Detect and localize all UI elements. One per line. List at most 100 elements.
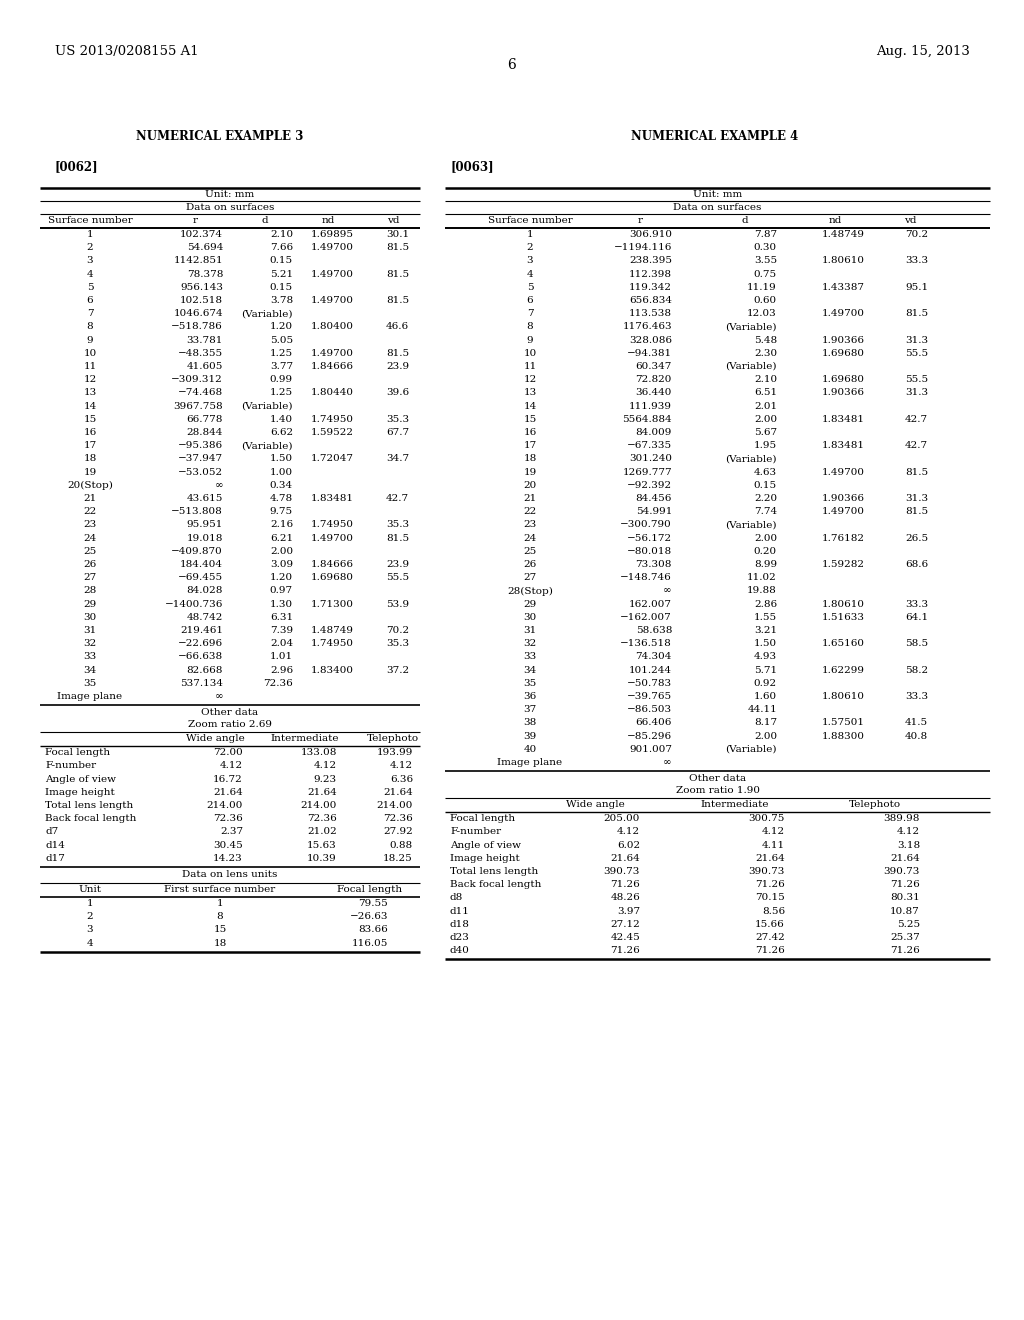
Text: Focal length: Focal length [450,814,515,824]
Text: 2: 2 [526,243,534,252]
Text: 19.88: 19.88 [748,586,777,595]
Text: 5.05: 5.05 [270,335,293,345]
Text: Image height: Image height [450,854,520,863]
Text: 2: 2 [87,243,93,252]
Text: 31: 31 [83,626,96,635]
Text: 8.56: 8.56 [762,907,785,916]
Text: 82.668: 82.668 [186,665,223,675]
Text: 30: 30 [83,612,96,622]
Text: 1176.463: 1176.463 [623,322,672,331]
Text: 184.404: 184.404 [180,560,223,569]
Text: 2.16: 2.16 [270,520,293,529]
Text: 5.21: 5.21 [270,269,293,279]
Text: Surface number: Surface number [48,216,132,224]
Text: 1.30: 1.30 [270,599,293,609]
Text: 1.55: 1.55 [754,612,777,622]
Text: 42.7: 42.7 [905,441,928,450]
Text: 11: 11 [523,362,537,371]
Text: 72.36: 72.36 [213,814,243,824]
Text: Telephoto: Telephoto [849,800,901,809]
Text: 71.26: 71.26 [756,946,785,956]
Text: 3.78: 3.78 [270,296,293,305]
Text: 1.49700: 1.49700 [311,533,354,543]
Text: (Variable): (Variable) [725,322,777,331]
Text: [0062]: [0062] [55,160,98,173]
Text: 72.36: 72.36 [383,814,413,824]
Text: Angle of view: Angle of view [45,775,116,784]
Text: vd: vd [387,216,399,224]
Text: Focal length: Focal length [338,884,402,894]
Text: 81.5: 81.5 [905,309,928,318]
Text: 1.83481: 1.83481 [822,414,865,424]
Text: 1.49700: 1.49700 [822,309,865,318]
Text: −80.018: −80.018 [627,546,672,556]
Text: 102.374: 102.374 [180,230,223,239]
Text: 72.36: 72.36 [307,814,337,824]
Text: −409.870: −409.870 [171,546,223,556]
Text: 84.028: 84.028 [186,586,223,595]
Text: 6: 6 [526,296,534,305]
Text: 6.36: 6.36 [390,775,413,784]
Text: 6.21: 6.21 [270,533,293,543]
Text: 33.3: 33.3 [905,692,928,701]
Text: 34: 34 [83,665,96,675]
Text: d40: d40 [450,946,470,956]
Text: 15.63: 15.63 [307,841,337,850]
Text: 1.83400: 1.83400 [311,665,354,675]
Text: −1400.736: −1400.736 [165,599,223,609]
Text: −85.296: −85.296 [627,731,672,741]
Text: 58.5: 58.5 [905,639,928,648]
Text: 1.01: 1.01 [270,652,293,661]
Text: F-number: F-number [45,762,96,771]
Text: 72.36: 72.36 [263,678,293,688]
Text: 13: 13 [523,388,537,397]
Text: 33.3: 33.3 [905,599,928,609]
Text: 0.20: 0.20 [754,546,777,556]
Text: 28(Stop): 28(Stop) [507,586,553,595]
Text: 35.3: 35.3 [386,639,409,648]
Text: 38: 38 [523,718,537,727]
Text: 28.844: 28.844 [186,428,223,437]
Text: 23.9: 23.9 [386,362,409,371]
Text: 11.02: 11.02 [748,573,777,582]
Text: 26.5: 26.5 [905,533,928,543]
Text: 20: 20 [523,480,537,490]
Text: 18.25: 18.25 [383,854,413,863]
Text: 1.20: 1.20 [270,573,293,582]
Text: 112.398: 112.398 [629,269,672,279]
Text: 4.12: 4.12 [314,762,337,771]
Text: 1.00: 1.00 [270,467,293,477]
Text: −148.746: −148.746 [621,573,672,582]
Text: 1.49700: 1.49700 [822,467,865,477]
Text: 1.25: 1.25 [270,348,293,358]
Text: 21: 21 [523,494,537,503]
Text: 2.20: 2.20 [754,494,777,503]
Text: 55.5: 55.5 [386,573,409,582]
Text: 390.73: 390.73 [603,867,640,876]
Text: 66.778: 66.778 [186,414,223,424]
Text: 78.378: 78.378 [186,269,223,279]
Text: 6: 6 [508,58,516,73]
Text: 11.19: 11.19 [748,282,777,292]
Text: Unit: mm: Unit: mm [693,190,742,199]
Text: Wide angle: Wide angle [185,734,245,743]
Text: 66.406: 66.406 [636,718,672,727]
Text: 8: 8 [87,322,93,331]
Text: 2.86: 2.86 [754,599,777,609]
Text: 48.26: 48.26 [610,894,640,903]
Text: d23: d23 [450,933,470,942]
Text: 2.37: 2.37 [220,828,243,837]
Text: 81.5: 81.5 [386,296,409,305]
Text: Total lens length: Total lens length [45,801,133,810]
Text: (Variable): (Variable) [242,401,293,411]
Text: 1.59282: 1.59282 [822,560,865,569]
Text: 0.30: 0.30 [754,243,777,252]
Text: 68.6: 68.6 [905,560,928,569]
Text: −56.172: −56.172 [627,533,672,543]
Text: 1.51633: 1.51633 [822,612,865,622]
Text: 1.88300: 1.88300 [822,731,865,741]
Text: 2.04: 2.04 [270,639,293,648]
Text: 23: 23 [523,520,537,529]
Text: 1.62299: 1.62299 [822,665,865,675]
Text: Surface number: Surface number [487,216,572,224]
